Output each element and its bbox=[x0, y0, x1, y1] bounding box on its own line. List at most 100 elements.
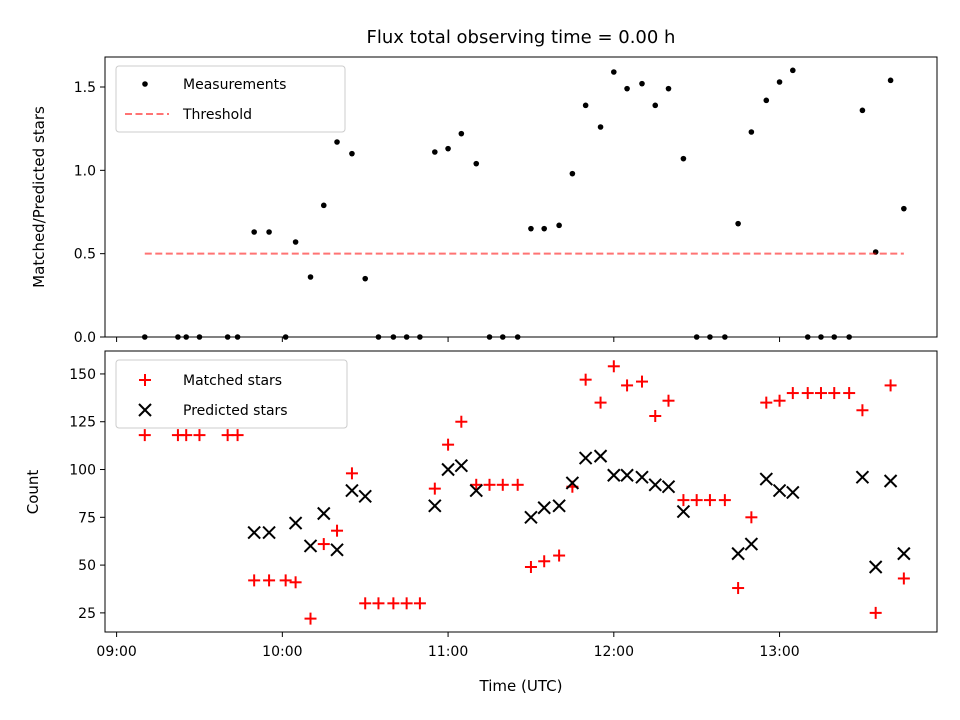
predicted-star-point bbox=[731, 546, 745, 561]
measurement-point bbox=[486, 334, 493, 340]
matched-star-point bbox=[869, 606, 882, 619]
measurement-point bbox=[611, 69, 617, 75]
matched-star-point bbox=[455, 415, 468, 428]
measurement-point bbox=[887, 77, 894, 84]
predicted-star-point bbox=[883, 474, 898, 488]
matched-star-point bbox=[372, 597, 385, 610]
predicted-star-point bbox=[593, 449, 608, 463]
predicted-star-point bbox=[537, 501, 551, 515]
measurement-point bbox=[818, 334, 824, 340]
measurement-point bbox=[680, 155, 687, 162]
bottom-legend: Matched stars Predicted stars bbox=[115, 359, 348, 429]
measurement-point bbox=[776, 79, 783, 85]
matched-star-point bbox=[662, 394, 675, 407]
predicted-star-point bbox=[565, 476, 580, 490]
measurement-point bbox=[362, 275, 369, 282]
measurement-point bbox=[499, 334, 506, 340]
measurement-point bbox=[665, 85, 672, 92]
matched-star-point bbox=[538, 555, 551, 568]
y-tick-label: 50 bbox=[78, 558, 96, 574]
predicted-star-point bbox=[441, 462, 455, 477]
matched-star-point bbox=[884, 379, 897, 392]
matched-star-point bbox=[180, 429, 193, 442]
measurement-point bbox=[901, 205, 907, 212]
matched-star-point bbox=[760, 396, 773, 409]
matched-star-point bbox=[359, 597, 372, 610]
y-tick-label: 1.5 bbox=[74, 80, 96, 96]
measurement-point bbox=[417, 334, 423, 340]
bottom-axes: 25 50 75 100 125 150 09:00 10:00 11:00 12:00 13:0… bbox=[24, 350, 938, 695]
measurement-point bbox=[390, 334, 397, 340]
measurement-point bbox=[597, 124, 604, 130]
matched-star-point bbox=[828, 387, 841, 400]
predicted-star-point bbox=[607, 468, 621, 482]
measurement-point bbox=[375, 334, 382, 340]
top-legend: Measurements Threshold bbox=[115, 65, 346, 133]
measurement-point bbox=[569, 170, 576, 177]
predicted-star-point bbox=[868, 560, 883, 574]
x-tick-label: 09:00 bbox=[96, 644, 136, 660]
matched-star-point bbox=[387, 597, 400, 610]
measurement-point bbox=[292, 239, 299, 245]
measurement-point bbox=[175, 334, 181, 340]
legend-measurements-label: Measurements bbox=[183, 77, 286, 93]
legend-threshold-label: Threshold bbox=[182, 107, 252, 123]
measurement-point bbox=[445, 145, 451, 152]
matched-star-point bbox=[428, 482, 441, 495]
predicted-star-point bbox=[552, 499, 566, 513]
predicted-star-point bbox=[262, 525, 276, 540]
measurement-point bbox=[859, 107, 866, 114]
bottom-y-ticks: 25 50 75 100 125 150 bbox=[69, 367, 105, 622]
legend-predicted-label: Predicted stars bbox=[183, 403, 288, 419]
matched-star-point bbox=[745, 511, 758, 524]
bottom-y-axis-label: Count bbox=[24, 470, 42, 515]
matched-star-point bbox=[856, 404, 869, 417]
measurement-point bbox=[183, 334, 190, 340]
matched-star-point bbox=[607, 360, 620, 373]
matched-star-point bbox=[345, 467, 358, 480]
matched-star-point bbox=[413, 597, 426, 610]
predicted-star-point bbox=[317, 506, 331, 521]
predicted-star-point bbox=[676, 504, 691, 519]
predicted-star-point bbox=[524, 510, 538, 525]
measurement-point bbox=[831, 334, 838, 340]
measurement-point bbox=[763, 97, 770, 104]
measurement-point bbox=[748, 129, 755, 135]
y-tick-label: 150 bbox=[69, 367, 96, 383]
measurement-point bbox=[693, 334, 700, 340]
predicted-star-point bbox=[247, 525, 261, 540]
measurement-point bbox=[403, 334, 410, 340]
top-legend-box bbox=[115, 65, 346, 133]
matched-star-point bbox=[553, 549, 566, 562]
predicted-star-point bbox=[635, 470, 649, 484]
measurement-point bbox=[514, 334, 521, 340]
measurement-point bbox=[556, 222, 562, 229]
predicted-star-point bbox=[661, 480, 676, 494]
predicted-star-point bbox=[345, 483, 359, 498]
matched-star-point bbox=[496, 478, 509, 491]
matched-star-point bbox=[248, 574, 261, 587]
bottom-x-axis-label: Time (UTC) bbox=[479, 677, 563, 695]
top-series-layer bbox=[141, 67, 907, 340]
y-tick-label: 0.0 bbox=[74, 330, 96, 346]
legend-matched-label: Matched stars bbox=[183, 373, 282, 389]
measurement-point bbox=[790, 67, 796, 74]
predicted-star-point bbox=[620, 468, 634, 482]
y-tick-label: 25 bbox=[78, 606, 96, 622]
measurement-point bbox=[735, 220, 741, 227]
x-tick-label: 11:00 bbox=[428, 644, 468, 660]
measurement-point bbox=[528, 225, 534, 232]
measurement-point bbox=[349, 150, 355, 157]
top-y-ticks: 0.0 0.5 1.0 1.5 bbox=[74, 80, 105, 346]
matched-star-point bbox=[718, 494, 731, 507]
matched-star-point bbox=[703, 494, 716, 507]
measurement-point bbox=[334, 139, 340, 145]
measurement-point bbox=[432, 149, 438, 155]
top-x-ticks bbox=[116, 337, 781, 342]
matched-star-point bbox=[304, 612, 317, 625]
predicted-star-point bbox=[772, 483, 787, 498]
measurement-point bbox=[846, 334, 852, 340]
predicted-star-point bbox=[469, 483, 483, 498]
measurement-point bbox=[234, 334, 241, 340]
legend-predicted-marker bbox=[138, 403, 152, 417]
